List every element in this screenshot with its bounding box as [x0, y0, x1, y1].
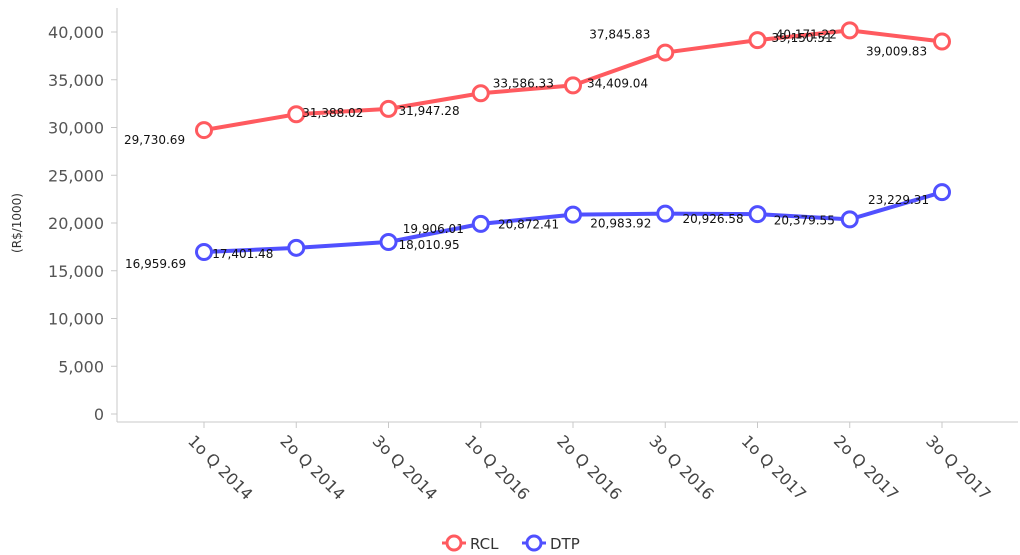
- legend-label-rcl: RCL: [470, 535, 499, 553]
- legend-item-dtp[interactable]: DTP: [522, 534, 580, 553]
- data-label-rcl: 31,388.02: [302, 106, 363, 120]
- data-label-dtp: 19,906.01: [403, 222, 464, 236]
- data-point-dtp[interactable]: [840, 210, 859, 229]
- data-point-rcl[interactable]: [933, 32, 951, 51]
- x-tick-label: 1o Q 2014: [184, 431, 256, 503]
- data-point-rcl[interactable]: [471, 84, 490, 103]
- y-tick-label: 30,000: [48, 119, 104, 138]
- y-tick-label: 25,000: [48, 166, 104, 185]
- data-label-dtp: 18,010.95: [399, 238, 460, 252]
- data-label-rcl: 40,171.22: [776, 27, 837, 41]
- data-label-dtp: 20,926.58: [683, 212, 744, 226]
- x-tick-label: 3o Q 2017: [922, 431, 994, 503]
- data-label-rcl: 34,409.04: [587, 76, 648, 90]
- data-labels: 29,730.69 31,388.02 31,947.28 33,586.33 34,4…: [124, 27, 929, 271]
- legend-marker-dtp: [525, 534, 543, 552]
- series-layer: [195, 21, 951, 262]
- data-label-dtp: 17,401.48: [212, 247, 273, 261]
- data-point-dtp[interactable]: [656, 204, 675, 223]
- x-tick-label: 2o Q 2016: [553, 431, 625, 503]
- y-tick-label: 20,000: [48, 214, 104, 233]
- x-tick-label: 1o Q 2016: [461, 431, 533, 503]
- y-tick-label: 40,000: [48, 23, 104, 42]
- data-label-rcl: 39,009.83: [866, 44, 927, 58]
- y-axis-title: (R$/1000): [10, 193, 24, 253]
- y-axis: 0 5,000 10,000 15,000 20,000 25,000 30,000 35,0…: [48, 8, 118, 424]
- x-tick-label: 3o Q 2016: [645, 431, 717, 503]
- legend[interactable]: RCL DTP: [442, 534, 580, 553]
- data-point-dtp[interactable]: [195, 243, 213, 262]
- x-axis: 1o Q 2014 2o Q 2014 3o Q 2014 1o Q 2016 2o Q…: [117, 421, 1018, 504]
- data-point-rcl[interactable]: [564, 76, 582, 95]
- y-tick-label: 35,000: [48, 71, 104, 90]
- data-point-rcl[interactable]: [287, 105, 306, 124]
- legend-label-dtp: DTP: [550, 535, 580, 553]
- data-label-rcl: 39,150.51: [772, 31, 833, 45]
- data-label-rcl: 29,730.69: [124, 133, 185, 147]
- data-label-dtp: 20,983.92: [590, 217, 651, 231]
- series-rcl: [195, 21, 951, 140]
- data-point-rcl[interactable]: [195, 121, 213, 140]
- data-point-dtp[interactable]: [933, 183, 951, 202]
- data-point-rcl[interactable]: [379, 99, 398, 118]
- data-label-dtp: 20,872.41: [498, 218, 559, 232]
- data-point-dtp[interactable]: [379, 232, 398, 251]
- legend-marker-rcl: [445, 534, 463, 552]
- y-tick-label: 15,000: [48, 262, 104, 281]
- data-label-rcl: 33,586.33: [493, 76, 554, 90]
- data-label-rcl: 37,845.83: [589, 28, 650, 42]
- data-label-dtp: 20,379.55: [774, 213, 835, 227]
- data-label-dtp: 23,229.31: [868, 193, 929, 207]
- data-point-dtp[interactable]: [287, 238, 306, 257]
- x-tick-label: 2o Q 2014: [276, 431, 348, 503]
- y-tick-label: 5,000: [58, 357, 104, 376]
- data-point-rcl[interactable]: [656, 43, 675, 62]
- y-tick-label: 10,000: [48, 310, 104, 329]
- data-point-dtp[interactable]: [748, 205, 767, 224]
- x-tick-label: 1o Q 2017: [738, 431, 810, 503]
- data-point-dtp[interactable]: [564, 205, 582, 224]
- y-tick-label: 0: [94, 405, 104, 424]
- data-point-dtp[interactable]: [471, 214, 490, 233]
- x-tick-label: 2o Q 2017: [830, 431, 902, 503]
- series-dtp: [195, 183, 951, 262]
- data-point-rcl[interactable]: [840, 21, 859, 40]
- data-label-dtp: 16,959.69: [125, 257, 186, 271]
- x-tick-label: 3o Q 2014: [369, 431, 441, 503]
- data-point-rcl[interactable]: [748, 31, 767, 50]
- legend-item-rcl[interactable]: RCL: [442, 534, 499, 553]
- data-label-rcl: 31,947.28: [399, 104, 460, 118]
